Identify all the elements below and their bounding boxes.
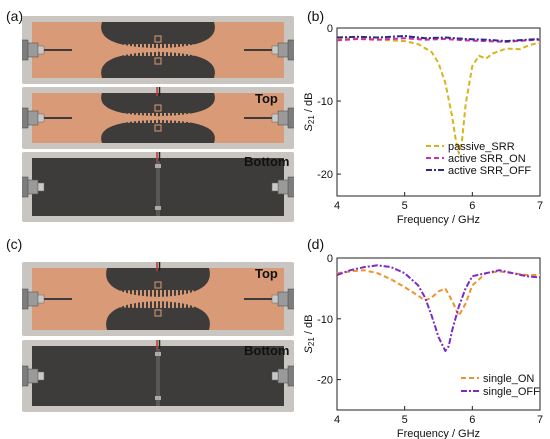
y-tick-label: -20	[317, 375, 333, 387]
pcb-a2	[22, 87, 294, 149]
srr-ring-bottom	[154, 57, 162, 65]
sma-connector	[22, 288, 45, 310]
x-tick-label: 7	[537, 414, 543, 426]
copper-ground-right-bottom	[154, 300, 284, 330]
bias-pad-top	[155, 352, 161, 356]
copper-ground-left-top	[32, 268, 162, 298]
panel-label-c: (c)	[6, 236, 23, 252]
panel-label-d: (d)	[307, 236, 325, 252]
x-axis-label: Frequency / GHz	[397, 428, 480, 439]
series-line-0	[336, 269, 540, 317]
srr-ring-top	[154, 35, 162, 43]
copper-ground-left-bottom	[32, 119, 157, 143]
y-tick-label: -10	[317, 96, 333, 108]
srr-ring-bottom	[154, 124, 162, 132]
copper-ground-left-bottom	[32, 51, 157, 78]
photo-a1-passive-srr-board	[22, 16, 294, 84]
sma-connector	[22, 39, 45, 61]
photo-a2-active-srr-top	[22, 87, 294, 149]
bias-pad-bottom	[155, 206, 161, 210]
plot-frame	[336, 27, 541, 197]
sma-connector	[22, 107, 45, 129]
sma-connector	[22, 176, 45, 198]
x-tick-label: 4	[334, 414, 340, 426]
copper-ground-right-top	[154, 268, 284, 298]
legend-entry-1: single_OFF	[483, 386, 540, 398]
copper-ground-left-top	[32, 22, 157, 49]
x-tick-label: 6	[469, 414, 475, 426]
panel-label-a: (a)	[6, 8, 24, 24]
y-tick-label: -10	[317, 314, 333, 326]
series-line-1	[336, 264, 541, 352]
pcb-c1	[22, 262, 294, 336]
photo-c2-single-bottom	[22, 340, 294, 412]
legend-entry-2: active SRR_OFF	[448, 165, 531, 177]
bias-pad-top	[155, 164, 161, 168]
x-tick-label: 5	[402, 414, 408, 426]
y-axis-label: S21 / dB	[303, 315, 316, 354]
x-tick-label: 4	[334, 200, 340, 212]
photo-c1-single-top	[22, 262, 294, 336]
sma-connector	[271, 288, 294, 310]
tag-top-a: Top	[255, 91, 278, 106]
legend-entry-0: single_ON	[483, 373, 534, 385]
sma-connector	[271, 365, 294, 387]
tag-bottom-a: Bottom	[244, 154, 290, 169]
y-tick-label: 0	[327, 23, 333, 35]
sma-connector	[271, 176, 294, 198]
copper-ground-left-top	[32, 93, 157, 117]
sma-connector	[271, 39, 294, 61]
srr-ring-top	[154, 281, 162, 289]
legend-entry-0: passive_SRR	[448, 141, 515, 153]
x-tick-label: 7	[537, 200, 543, 212]
y-tick-label: 0	[327, 253, 333, 265]
series-line-0	[336, 37, 541, 155]
pcb-c2	[22, 340, 294, 412]
copper-ground-right-top	[159, 93, 284, 117]
spoof-spp-teeth	[92, 113, 222, 123]
legend-entry-1: active SRR_ON	[448, 153, 526, 165]
srr-ring-top	[154, 104, 162, 112]
bias-pad-bottom	[155, 396, 161, 400]
sma-connector	[22, 365, 45, 387]
srr-ring-bottom	[154, 309, 162, 317]
bias-line	[156, 158, 160, 216]
copper-ground-right-bottom	[159, 51, 284, 78]
bias-line	[156, 346, 160, 406]
series-line-1	[336, 37, 541, 43]
pcb-a3	[22, 152, 294, 222]
y-tick-label: -20	[317, 169, 333, 181]
photo-a3-active-srr-bottom	[22, 152, 294, 222]
plot-frame	[336, 257, 541, 411]
x-tick-label: 5	[402, 200, 408, 212]
spoof-spp-teeth	[92, 290, 222, 308]
spoof-spp-teeth	[92, 44, 222, 56]
x-tick-label: 6	[469, 200, 475, 212]
x-axis-label: Frequency / GHz	[397, 214, 480, 226]
y-axis-label: S21 / dB	[303, 93, 316, 132]
sma-connector	[271, 107, 294, 129]
copper-ground-right-top	[159, 22, 284, 49]
pcb-a1	[22, 16, 294, 84]
series-line-2	[336, 35, 541, 43]
copper-ground-left-bottom	[32, 300, 162, 330]
tag-bottom-c: Bottom	[244, 343, 290, 358]
panel-label-b: (b)	[307, 8, 325, 24]
tag-top-c: Top	[255, 266, 278, 281]
copper-ground-right-bottom	[159, 119, 284, 143]
